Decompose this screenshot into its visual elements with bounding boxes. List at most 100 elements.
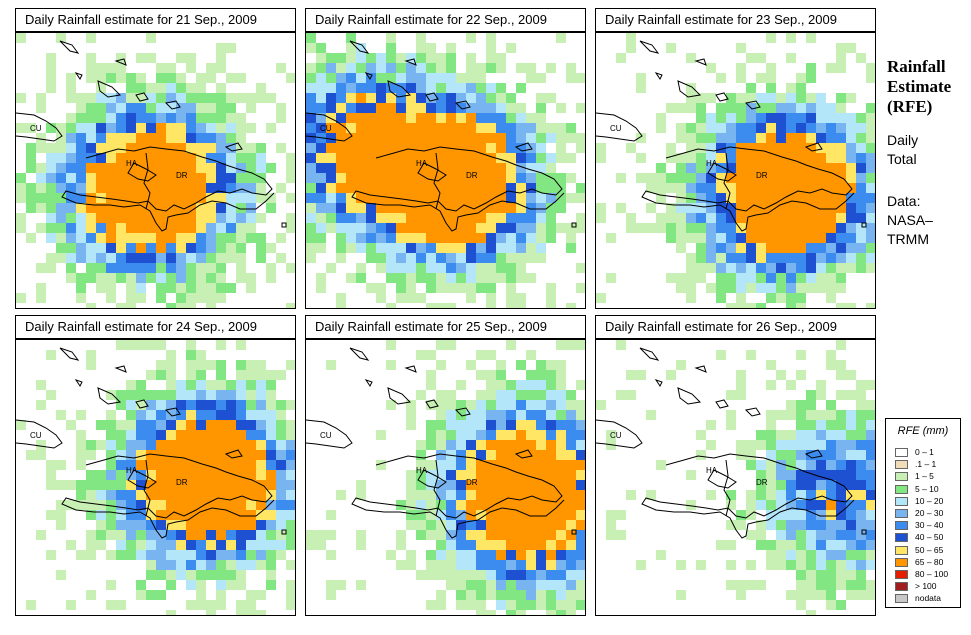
rainfall-cell	[106, 500, 116, 510]
rainfall-cell	[36, 450, 46, 460]
rainfall-cell	[226, 153, 236, 163]
rainfall-cell	[646, 410, 656, 420]
rainfall-cell	[76, 430, 86, 440]
rainfall-cell	[416, 123, 426, 133]
rainfall-cell	[836, 163, 846, 173]
rainfall-cell	[106, 510, 116, 520]
rainfall-cell	[96, 253, 106, 263]
rainfall-cell	[226, 143, 236, 153]
rainfall-cell	[716, 253, 726, 263]
rainfall-cell	[406, 203, 416, 213]
rainfall-cell	[536, 370, 546, 380]
rainfall-cell	[836, 303, 846, 308]
rainfall-cell	[206, 103, 216, 113]
rainfall-cell	[256, 163, 266, 173]
rainfall-cell	[126, 510, 136, 520]
rainfall-cell	[716, 133, 726, 143]
rainfall-cell	[786, 303, 796, 308]
rainfall-cell	[456, 73, 466, 83]
rainfall-cell	[86, 490, 96, 500]
rainfall-cell	[456, 560, 466, 570]
rainfall-cell	[86, 103, 96, 113]
rainfall-cell	[186, 440, 196, 450]
rainfall-cell	[376, 163, 386, 173]
rainfall-cell	[696, 123, 706, 133]
legend-label: 40 – 50	[915, 532, 944, 543]
rainfall-cell	[266, 203, 276, 213]
rainfall-cell	[386, 43, 396, 53]
rainfall-cell	[486, 293, 496, 303]
rainfall-cell	[346, 93, 356, 103]
rainfall-cell	[196, 103, 206, 113]
rainfall-cell	[716, 350, 726, 360]
rainfall-cell	[256, 530, 266, 540]
rainfall-cell	[56, 193, 66, 203]
rainfall-cell	[236, 400, 246, 410]
rainfall-cell	[796, 450, 806, 460]
rainfall-cell	[106, 263, 116, 273]
rainfall-cell	[786, 470, 796, 480]
rainfall-cell	[436, 570, 446, 580]
rainfall-cell	[96, 93, 106, 103]
rainfall-cell	[726, 223, 736, 233]
rainfall-cell	[166, 380, 176, 390]
rainfall-cell	[726, 540, 736, 550]
rainfall-cell	[236, 580, 246, 590]
rainfall-cell	[816, 570, 826, 580]
rainfall-cell	[816, 253, 826, 263]
rainfall-cell	[706, 203, 716, 213]
rainfall-cell	[536, 183, 546, 193]
rainfall-cell	[446, 283, 456, 293]
rainfall-cell	[436, 360, 446, 370]
rainfall-cell	[556, 600, 566, 610]
rainfall-cell	[416, 213, 426, 223]
rainfall-cell	[176, 470, 186, 480]
rainfall-cell	[806, 610, 816, 615]
rainfall-cell	[426, 163, 436, 173]
rainfall-cell	[716, 293, 726, 303]
rainfall-cell	[646, 223, 656, 233]
rainfall-cell	[816, 153, 826, 163]
rainfall-cell	[266, 460, 276, 470]
rainfall-cell	[286, 540, 295, 550]
rainfall-cell	[786, 233, 796, 243]
rainfall-cell	[506, 243, 516, 253]
rainfall-cell	[826, 500, 836, 510]
rainfall-cell	[156, 243, 166, 253]
rainfall-cell	[136, 450, 146, 460]
rainfall-cell	[186, 193, 196, 203]
rainfall-cell	[746, 440, 756, 450]
rainfall-cell	[366, 103, 376, 113]
rainfall-cell	[856, 400, 866, 410]
rainfall-cell	[306, 213, 316, 223]
rainfall-cell	[346, 163, 356, 173]
rainfall-cell	[496, 510, 506, 520]
rainfall-cell	[526, 390, 536, 400]
rainfall-cell	[166, 223, 176, 233]
rainfall-cell	[66, 420, 76, 430]
rainfall-cell	[256, 460, 266, 470]
rainfall-cell	[776, 173, 786, 183]
rainfall-cell	[316, 203, 326, 213]
rainfall-cell	[576, 480, 585, 490]
rainfall-cell	[206, 123, 216, 133]
coastline	[654, 72, 663, 80]
rainfall-cell	[566, 420, 576, 430]
rainfall-cell	[846, 370, 856, 380]
rainfall-cell	[406, 560, 416, 570]
rainfall-cell	[726, 233, 736, 243]
rainfall-cell	[276, 540, 286, 550]
rainfall-cell	[576, 283, 585, 293]
rainfall-cell	[746, 193, 756, 203]
rainfall-cell	[856, 520, 866, 530]
rainfall-cell	[446, 470, 456, 480]
rainfall-cell	[516, 143, 526, 153]
rainfall-cell	[706, 253, 716, 263]
rainfall-cell	[416, 500, 426, 510]
rainfall-cell	[106, 193, 116, 203]
rainfall-cell	[116, 53, 126, 63]
rainfall-cell	[96, 203, 106, 213]
rainfall-cell	[406, 253, 416, 263]
rainfall-cell	[466, 440, 476, 450]
